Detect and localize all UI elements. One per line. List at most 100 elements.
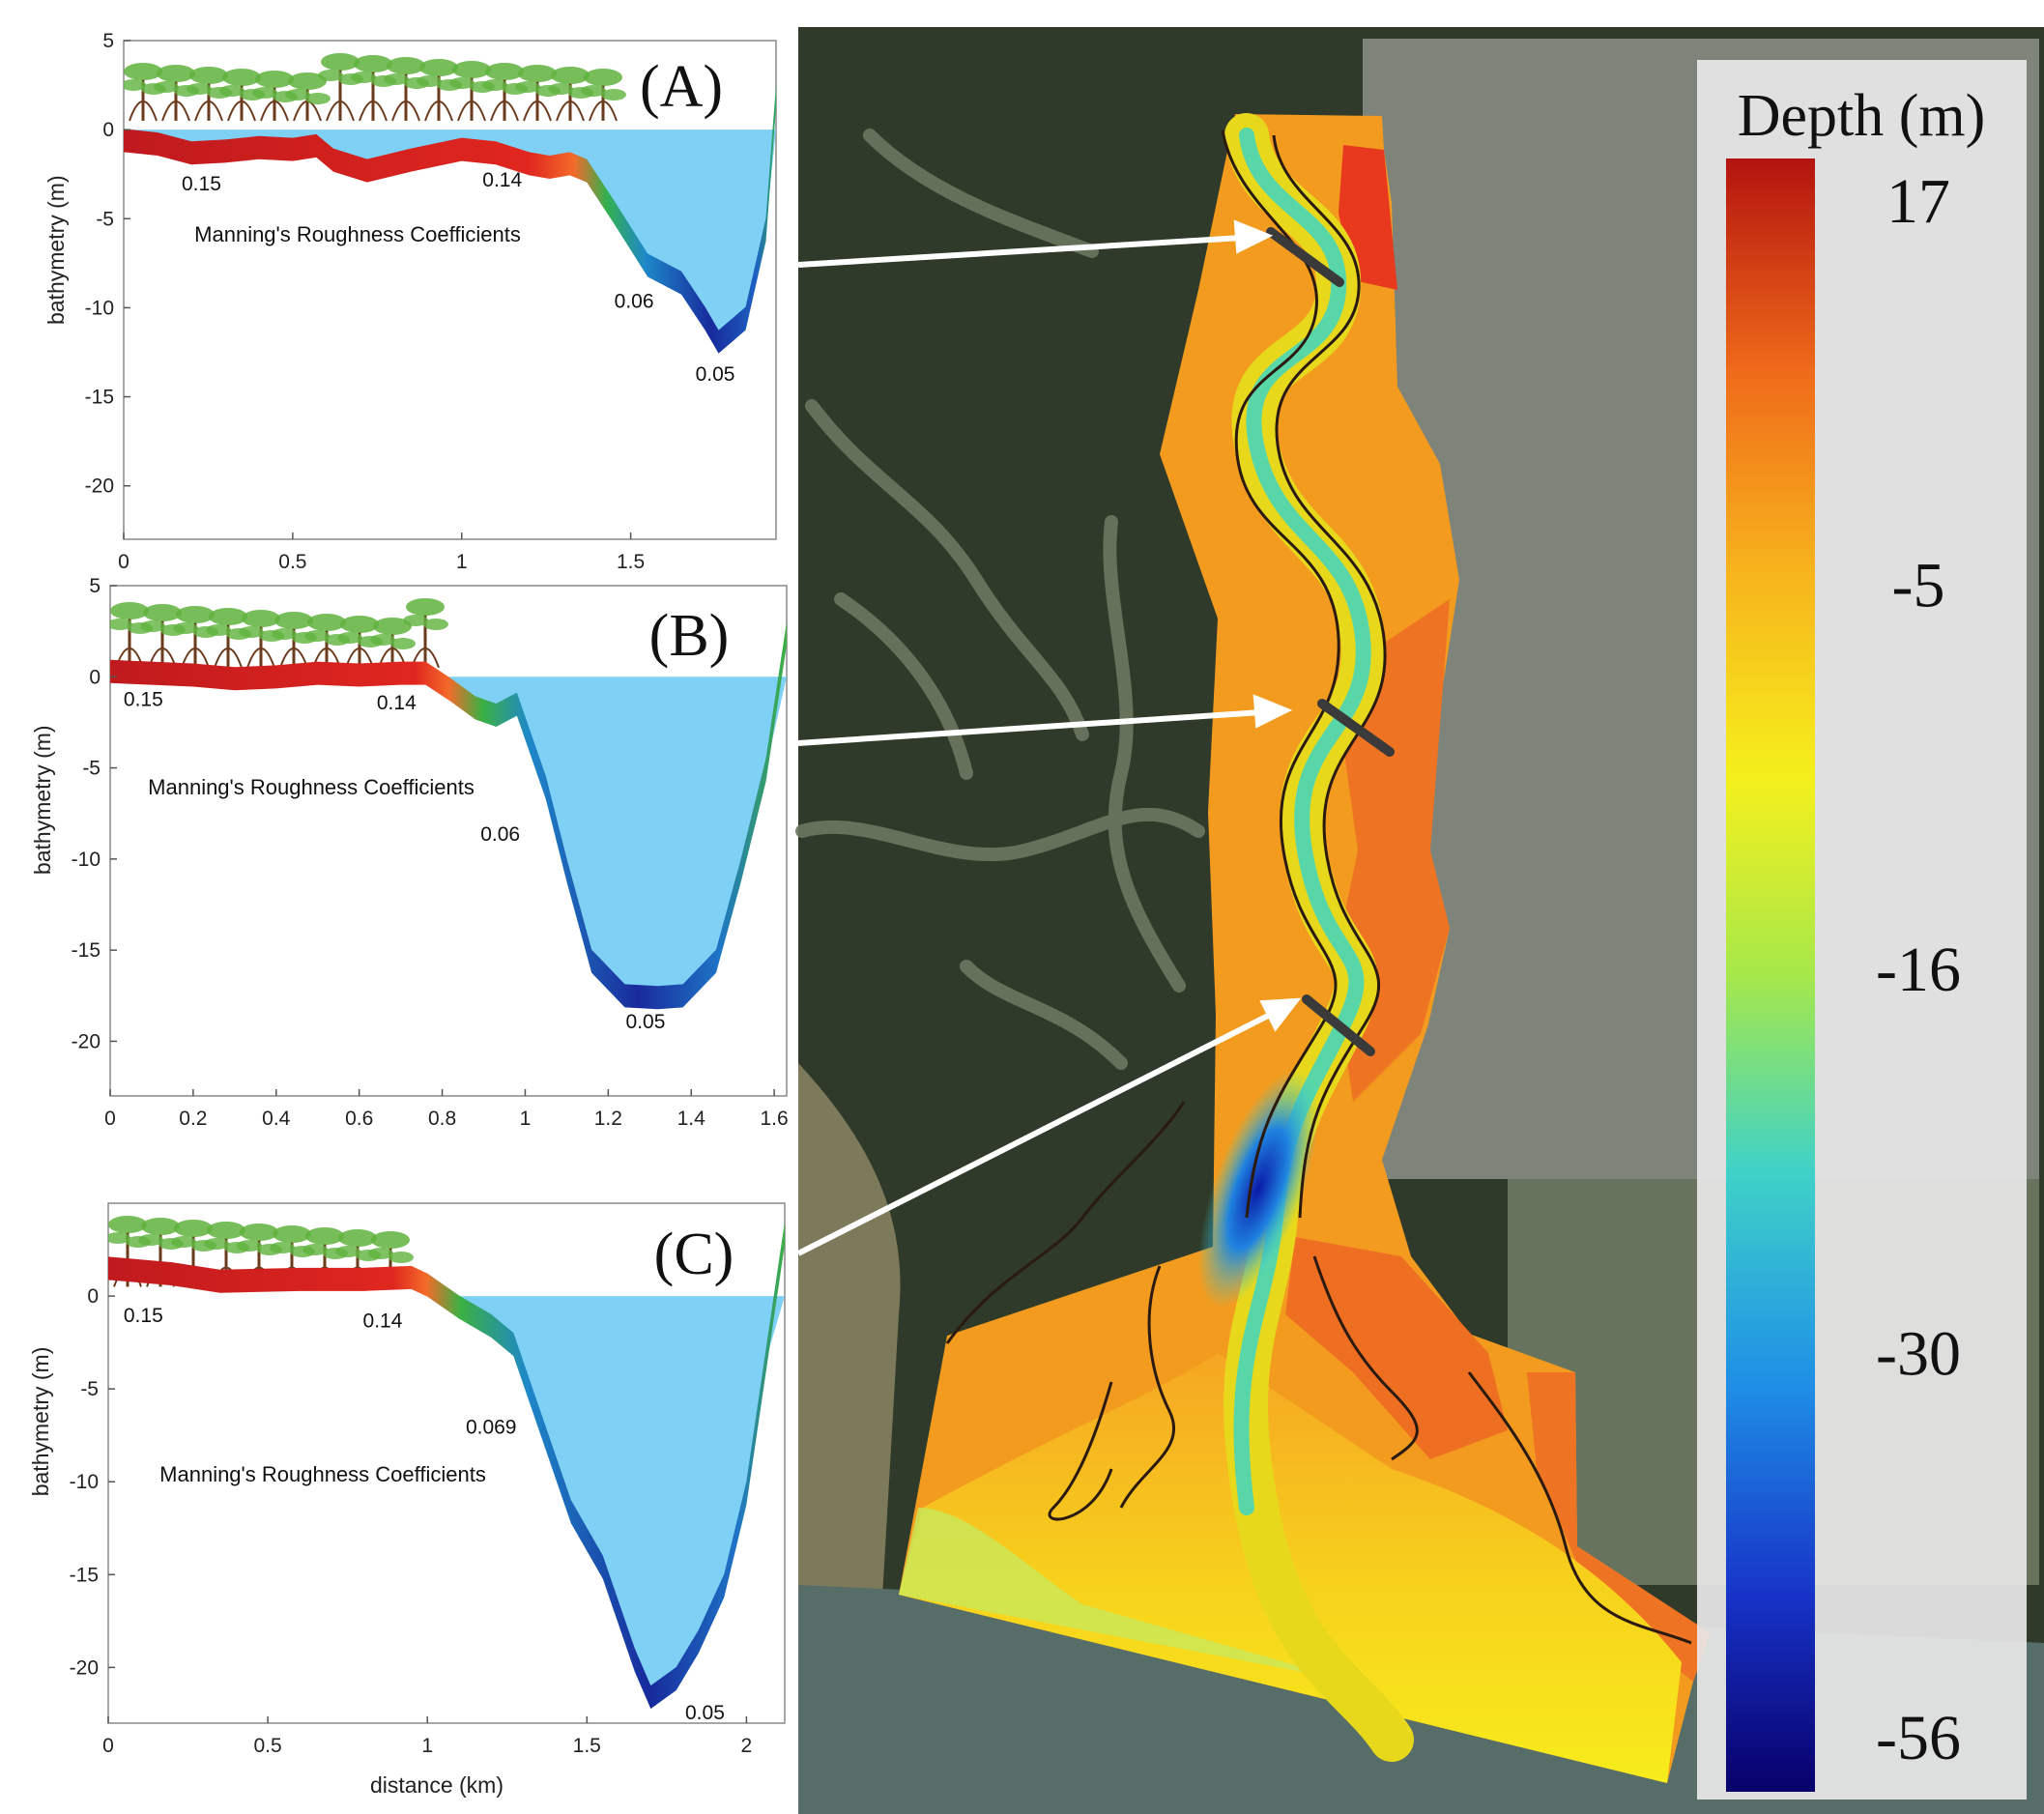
y-axis-label: bathymetry (m) <box>30 725 55 875</box>
mangrove-tree <box>370 618 416 669</box>
x-tick-label: 0.6 <box>345 1108 373 1130</box>
plot-content <box>110 598 787 1010</box>
cross-section-panel-b: 0.15 0.14 0.06 0.05 Manning's Roughness Coef… <box>30 575 789 1130</box>
arrow-b <box>797 709 1262 746</box>
plot-content <box>124 53 776 354</box>
y-tick-label: -10 <box>72 849 101 871</box>
arrow-c <box>796 1010 1276 1256</box>
roughness-coefficient-label: 0.05 <box>626 1011 666 1033</box>
roughness-coefficient-label: 0.05 <box>696 363 735 386</box>
legend-tick-labels: 17 -5 -16 -30 -56 <box>1876 166 1961 1773</box>
y-tick-label: -5 <box>80 1378 99 1400</box>
y-tick-label: -15 <box>72 939 101 962</box>
y-tick-label: 5 <box>89 575 101 597</box>
arrow-a-head <box>1233 219 1274 254</box>
panel-label: (A) <box>640 54 723 120</box>
mangrove-tree <box>403 598 448 669</box>
roughness-coefficient-label: 0.15 <box>124 1305 163 1327</box>
y-tick-label: 0 <box>102 119 114 141</box>
pointer-arrows <box>796 219 1302 1256</box>
bank-far-southeast <box>1527 1372 1711 1682</box>
roughness-coefficient-label: 0.06 <box>480 823 520 846</box>
x-tick-label: 0.5 <box>278 551 306 573</box>
legend-tick-3: -30 <box>1876 1318 1961 1389</box>
roughness-coefficient-label: 0.14 <box>482 169 522 191</box>
x-tick-label: 1.5 <box>617 551 645 573</box>
y-tick-label: -15 <box>70 1564 99 1586</box>
transect-lines <box>1266 227 1395 1056</box>
roughness-coefficient-label: 0.15 <box>182 173 221 195</box>
roughness-coefficient-label: 0.15 <box>124 688 163 710</box>
x-tick-label: 0.5 <box>253 1735 281 1757</box>
y-axis-label: bathymetry (m) <box>28 1347 53 1497</box>
estuary-fringe <box>899 1508 1353 1682</box>
bathymetry-profile <box>108 1221 785 1710</box>
bathymetry-profile <box>110 621 787 1010</box>
mangrove-tree <box>206 608 251 669</box>
mangrove-tree <box>285 72 331 122</box>
transect-b <box>1317 699 1395 757</box>
transect-a <box>1266 227 1344 287</box>
x-tick-label: 1 <box>421 1735 433 1757</box>
model-domain <box>899 114 1711 1783</box>
bank-southeast <box>1285 1237 1508 1459</box>
depth-legend: Depth (m) 17 -5 -16 -30 -56 <box>1697 60 2027 1800</box>
tidal-channels <box>795 129 1205 1070</box>
x-tick-label: 1 <box>520 1108 532 1130</box>
roughness-coefficient-label: 0.14 <box>377 692 417 714</box>
water-body <box>110 677 787 996</box>
y-tick-label: -10 <box>70 1471 99 1493</box>
depth-colorbar <box>1726 158 1815 1792</box>
manning-annotation: Manning's Roughness Coefficients <box>159 1462 486 1486</box>
x-tick-label: 1.2 <box>594 1108 622 1130</box>
mangrove-trees <box>110 598 448 669</box>
roughness-coefficient-label: 0.06 <box>615 290 654 312</box>
transect-c <box>1302 994 1375 1056</box>
manning-annotation: Manning's Roughness Coefficients <box>148 775 475 799</box>
y-tick-label: -5 <box>82 758 101 780</box>
x-tick-label: 1.5 <box>573 1735 601 1757</box>
roughness-coefficient-label: 0.069 <box>466 1416 517 1438</box>
x-tick-label: 1.6 <box>761 1108 789 1130</box>
cross-section-panel-a: 0.15 0.14 0.06 0.05 Manning's Roughness Coef… <box>43 30 777 573</box>
y-tick-label: -20 <box>85 475 114 498</box>
y-tick-label: -20 <box>70 1656 99 1679</box>
plot-area <box>123 40 777 540</box>
roughness-coefficient-label: 0.14 <box>363 1310 403 1333</box>
arrow-c-head <box>1259 997 1302 1032</box>
bathymetry-profile <box>124 84 776 354</box>
x-tick-label: 1.4 <box>677 1108 706 1130</box>
mangrove-tree <box>581 69 626 122</box>
y-tick-label: 0 <box>87 1285 99 1308</box>
y-tick-label: -20 <box>72 1030 101 1052</box>
x-axis-label: distance (km) <box>370 1772 504 1798</box>
legend-tick-2: -16 <box>1876 935 1961 1005</box>
mangrove-tree <box>449 61 495 122</box>
panel-label: (B) <box>649 603 730 669</box>
deep-hole <box>1197 1069 1319 1309</box>
roughness-coefficient-label: 0.05 <box>685 1702 725 1724</box>
mangrove-tree <box>252 71 298 122</box>
satellite-map: Depth (m) 17 -5 -16 -30 -56 <box>795 27 2044 1814</box>
x-tick-label: 0.8 <box>428 1108 456 1130</box>
y-tick-label: 5 <box>102 30 114 52</box>
y-tick-label: -10 <box>85 297 114 319</box>
arrow-a <box>797 235 1243 268</box>
mangrove-trees <box>124 53 626 122</box>
legend-title: Depth (m) <box>1738 83 1986 149</box>
x-tick-label: 0 <box>102 1735 114 1757</box>
x-tick-label: 0 <box>104 1108 116 1130</box>
x-tick-label: 1 <box>456 551 468 573</box>
manning-annotation: Manning's Roughness Coefficients <box>194 222 521 246</box>
arrow-b-head <box>1252 694 1293 729</box>
plot-content <box>108 1216 785 1710</box>
y-tick-label: -15 <box>85 387 114 409</box>
x-tick-label: 0.4 <box>262 1108 291 1130</box>
water-body <box>124 130 776 340</box>
panel-label: (C) <box>654 1222 734 1287</box>
x-tick-label: 2 <box>741 1735 753 1757</box>
x-tick-label: 0 <box>118 551 130 573</box>
y-tick-label: 0 <box>89 666 101 688</box>
legend-tick-4: -56 <box>1876 1703 1961 1773</box>
